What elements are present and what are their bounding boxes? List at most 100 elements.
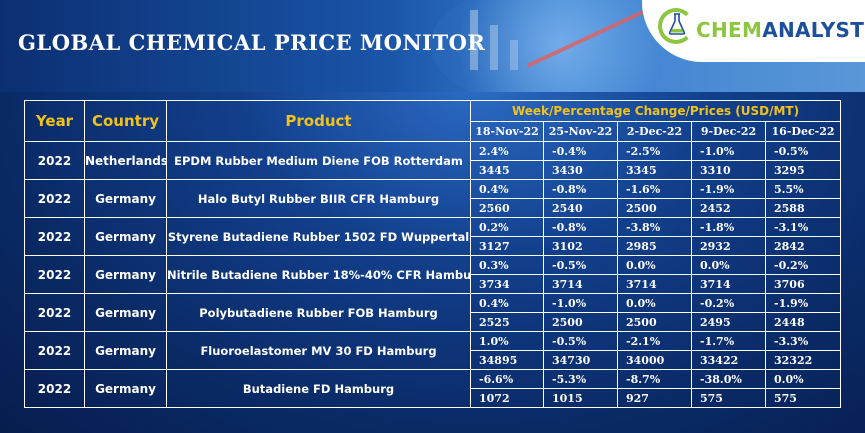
banner-bar-decoration [490, 25, 498, 70]
percent-change-cell: -1.9% [764, 293, 842, 313]
percent-change-cell: 5.5% [764, 179, 842, 199]
price-cell: 2500 [617, 312, 692, 332]
price-cell: 2525 [470, 312, 544, 332]
logo-wordmark-part2: ANALYST [762, 18, 865, 42]
price-cell: 3295 [764, 160, 842, 180]
percent-change-cell: 0.4% [470, 179, 544, 199]
percent-change-cell: -2.5% [617, 141, 692, 161]
percent-change-cell: -1.6% [617, 179, 692, 199]
year-cell: 2022 [24, 369, 85, 408]
percent-change-cell: 0.0% [617, 293, 692, 313]
price-cell: 2495 [691, 312, 766, 332]
product-cell: Styrene Butadiene Rubber 1502 FD Wuppert… [166, 217, 471, 256]
year-cell: 2022 [24, 255, 85, 294]
percent-change-cell: -0.5% [764, 141, 842, 161]
percent-change-cell: 1.0% [470, 331, 544, 351]
table-row-price: 3127 3102 2985 2932 2842 [25, 236, 842, 256]
price-cell: 3714 [691, 274, 766, 294]
price-cell: 2985 [617, 236, 692, 256]
percent-change-cell: -0.5% [543, 331, 618, 351]
logo-ring [658, 8, 694, 44]
price-cell: 34730 [543, 350, 618, 370]
price-cell: 3706 [764, 274, 842, 294]
percent-change-cell: -6.6% [470, 369, 544, 389]
price-cell: 575 [764, 388, 842, 408]
percent-change-cell: -0.2% [764, 255, 842, 275]
percent-change-cell: 0.0% [617, 255, 692, 275]
percent-change-cell: 2.4% [470, 141, 544, 161]
year-cell: 2022 [24, 331, 85, 370]
table-row-percent: 2022 Germany Fluoroelastomer MV 30 FD Hamb… [24, 331, 842, 370]
price-cell: 33422 [691, 350, 766, 370]
column-header-year: Year [24, 100, 85, 142]
percent-change-cell: -8.7% [617, 369, 692, 389]
percent-change-cell: 0.0% [764, 369, 842, 389]
percent-change-cell: -38.0% [691, 369, 766, 389]
product-cell: Butadiene FD Hamburg [166, 369, 471, 408]
percent-change-cell: -5.3% [543, 369, 618, 389]
column-group-header: Week/Percentage Change/Prices (USD/MT) [469, 100, 842, 122]
price-cell: 575 [691, 388, 766, 408]
table-row-percent: 2022 Germany Nitrile Butadiene Rubber 18%-… [24, 255, 842, 294]
product-cell: Polybutadiene Rubber FOB Hamburg [166, 293, 471, 332]
percent-change-cell: -0.2% [691, 293, 766, 313]
country-cell: Germany [84, 255, 167, 294]
price-cell: 2540 [543, 198, 618, 218]
product-cell: Fluoroelastomer MV 30 FD Hamburg [166, 331, 471, 370]
table-row-price: 2560 2540 2500 2452 2588 [25, 198, 842, 218]
price-cell: 2932 [691, 236, 766, 256]
table-row-price: 3734 3714 3714 3714 3706 [25, 274, 842, 294]
percent-change-cell: -1.0% [543, 293, 618, 313]
table-row-price: 2525 2500 2500 2495 2448 [25, 312, 842, 332]
price-cell: 3445 [470, 160, 544, 180]
country-cell: Netherlands [84, 141, 167, 180]
table-row-percent: 2022 Germany Butadiene FD Hamburg -6.6% -5.3… [24, 369, 842, 408]
year-cell: 2022 [24, 179, 85, 218]
column-header-country: Country [84, 100, 167, 142]
percent-change-cell: -1.9% [691, 179, 766, 199]
product-cell: Nitrile Butadiene Rubber 18%-40% CFR Ham… [166, 255, 471, 294]
table-body: 2022 Netherlands EPDM Rubber Medium Diene … [24, 141, 842, 408]
year-cell: 2022 [24, 293, 85, 332]
price-cell: 3310 [691, 160, 766, 180]
percent-change-cell: 0.0% [691, 255, 766, 275]
week-header: 9-Dec-22 [691, 120, 766, 142]
week-header: 16-Dec-22 [764, 120, 842, 142]
price-cell: 3714 [617, 274, 692, 294]
price-cell: 2452 [691, 198, 766, 218]
year-cell: 2022 [24, 217, 85, 256]
product-cell: EPDM Rubber Medium Diene FOB Rotterdam [166, 141, 471, 180]
country-cell: Germany [84, 179, 167, 218]
week-header: 25-Nov-22 [543, 120, 618, 142]
percent-change-cell: -2.1% [617, 331, 692, 351]
price-cell: 2500 [617, 198, 692, 218]
percent-change-cell: -1.0% [691, 141, 766, 161]
price-cell: 2842 [764, 236, 842, 256]
price-cell: 3127 [470, 236, 544, 256]
banner-bar-decoration [510, 40, 518, 70]
percent-change-cell: -3.1% [764, 217, 842, 237]
price-table: Year Country Product Week/Percentage Cha… [24, 100, 842, 408]
percent-change-cell: -0.5% [543, 255, 618, 275]
price-cell: 3345 [617, 160, 692, 180]
percent-change-cell: -1.7% [691, 331, 766, 351]
percent-change-cell: 0.4% [470, 293, 544, 313]
page-title: GLOBAL CHEMICAL PRICE MONITOR [18, 30, 486, 55]
logo-wordmark: CHEMANALYST [696, 18, 864, 42]
percent-change-cell: -3.8% [617, 217, 692, 237]
flask-icon [668, 13, 686, 35]
percent-change-cell: -1.8% [691, 217, 766, 237]
column-header-product: Product [166, 100, 471, 142]
price-cell: 1072 [470, 388, 544, 408]
price-cell: 2560 [470, 198, 544, 218]
price-cell: 3714 [543, 274, 618, 294]
price-cell: 2588 [764, 198, 842, 218]
product-cell: Halo Butyl Rubber BIIR CFR Hamburg [166, 179, 471, 218]
price-cell: 3430 [543, 160, 618, 180]
year-cell: 2022 [24, 141, 85, 180]
week-header: 2-Dec-22 [617, 120, 692, 142]
percent-change-cell: -0.8% [543, 217, 618, 237]
price-cell: 34000 [617, 350, 692, 370]
percent-change-cell: -3.3% [764, 331, 842, 351]
